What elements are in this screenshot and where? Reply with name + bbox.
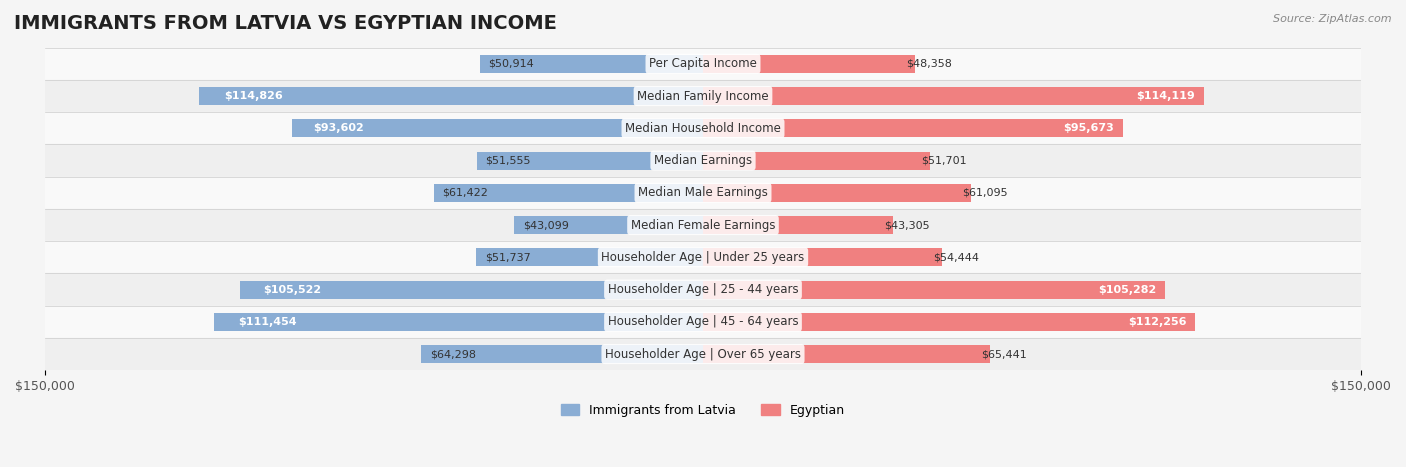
Text: $105,282: $105,282	[1098, 284, 1156, 295]
Text: Per Capita Income: Per Capita Income	[650, 57, 756, 71]
Text: $61,095: $61,095	[962, 188, 1008, 198]
Bar	[477, 248, 703, 266]
Bar	[703, 216, 893, 234]
Bar	[45, 80, 1361, 112]
Text: IMMIGRANTS FROM LATVIA VS EGYPTIAN INCOME: IMMIGRANTS FROM LATVIA VS EGYPTIAN INCOM…	[14, 14, 557, 33]
Bar	[703, 184, 972, 202]
Text: Source: ZipAtlas.com: Source: ZipAtlas.com	[1274, 14, 1392, 24]
Bar	[45, 274, 1361, 306]
Text: $43,305: $43,305	[884, 220, 929, 230]
Text: $48,358: $48,358	[907, 59, 952, 69]
Bar	[477, 151, 703, 170]
Text: $51,737: $51,737	[485, 252, 530, 262]
Text: Householder Age | Over 65 years: Householder Age | Over 65 years	[605, 347, 801, 361]
Bar	[200, 87, 703, 105]
Text: Median Earnings: Median Earnings	[654, 154, 752, 167]
Bar	[433, 184, 703, 202]
Text: $51,555: $51,555	[485, 156, 531, 166]
Text: $95,673: $95,673	[1063, 123, 1114, 133]
Bar	[45, 241, 1361, 274]
Bar	[703, 345, 990, 363]
Bar	[45, 306, 1361, 338]
Text: $50,914: $50,914	[488, 59, 534, 69]
Bar	[214, 313, 703, 331]
Bar	[240, 281, 703, 298]
Text: $65,441: $65,441	[981, 349, 1026, 359]
Text: $114,826: $114,826	[225, 91, 283, 101]
Text: $114,119: $114,119	[1136, 91, 1195, 101]
Text: $61,422: $61,422	[443, 188, 488, 198]
Legend: Immigrants from Latvia, Egyptian: Immigrants from Latvia, Egyptian	[555, 399, 851, 422]
Text: $93,602: $93,602	[314, 123, 364, 133]
Text: $105,522: $105,522	[263, 284, 322, 295]
Bar	[703, 55, 915, 73]
Bar	[515, 216, 703, 234]
Text: Householder Age | 25 - 44 years: Householder Age | 25 - 44 years	[607, 283, 799, 296]
Text: Median Male Earnings: Median Male Earnings	[638, 186, 768, 199]
Bar	[703, 248, 942, 266]
Bar	[45, 209, 1361, 241]
Text: $112,256: $112,256	[1128, 317, 1187, 327]
Bar	[45, 144, 1361, 177]
Text: Median Household Income: Median Household Income	[626, 122, 780, 135]
Text: $111,454: $111,454	[239, 317, 297, 327]
Bar	[45, 177, 1361, 209]
Bar	[420, 345, 703, 363]
Bar	[45, 338, 1361, 370]
Bar	[703, 313, 1195, 331]
Text: Median Female Earnings: Median Female Earnings	[631, 219, 775, 232]
Bar	[479, 55, 703, 73]
Text: Householder Age | Under 25 years: Householder Age | Under 25 years	[602, 251, 804, 264]
Bar	[45, 48, 1361, 80]
Text: $64,298: $64,298	[430, 349, 475, 359]
Text: $51,701: $51,701	[921, 156, 967, 166]
Text: $43,099: $43,099	[523, 220, 568, 230]
Bar	[703, 281, 1166, 298]
Bar	[45, 112, 1361, 144]
Bar	[292, 119, 703, 137]
Bar	[703, 151, 929, 170]
Text: Median Family Income: Median Family Income	[637, 90, 769, 103]
Bar	[703, 87, 1204, 105]
Text: Householder Age | 45 - 64 years: Householder Age | 45 - 64 years	[607, 315, 799, 328]
Bar	[703, 119, 1123, 137]
Text: $54,444: $54,444	[934, 252, 979, 262]
